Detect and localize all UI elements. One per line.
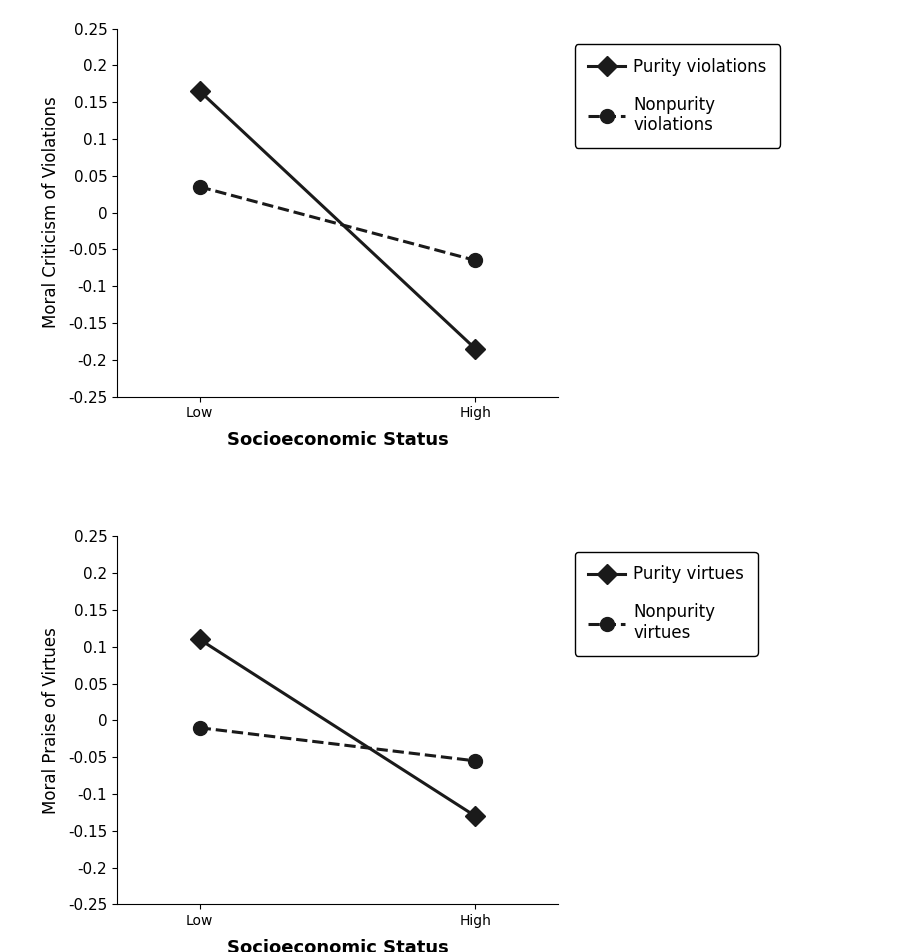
Y-axis label: Moral Criticism of Violations: Moral Criticism of Violations — [41, 97, 59, 328]
Y-axis label: Moral Praise of Virtues: Moral Praise of Virtues — [41, 627, 59, 814]
Legend: Purity violations, Nonpurity
violations: Purity violations, Nonpurity violations — [575, 44, 780, 148]
X-axis label: Socioeconomic Status: Socioeconomic Status — [227, 431, 448, 449]
Legend: Purity virtues, Nonpurity
virtues: Purity virtues, Nonpurity virtues — [575, 552, 758, 656]
X-axis label: Socioeconomic Status: Socioeconomic Status — [227, 940, 448, 952]
